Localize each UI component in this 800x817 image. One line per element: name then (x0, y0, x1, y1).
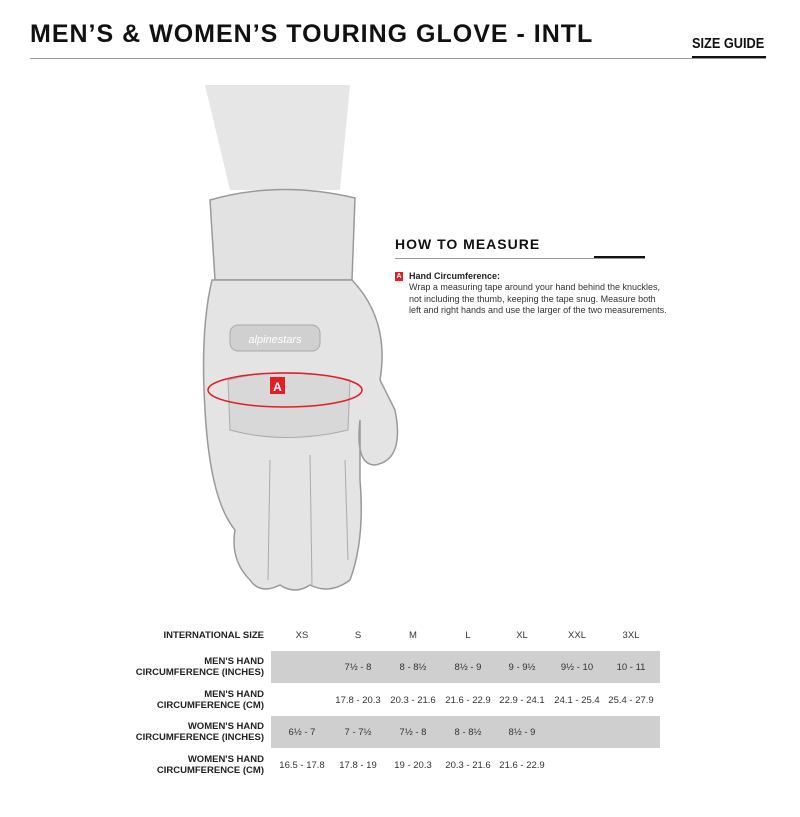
how-to-measure-accent-bar (594, 256, 645, 258)
header-label: INTERNATIONAL SIZE (163, 630, 264, 641)
table-cell: 25.4 - 27.9 (608, 695, 654, 706)
row-label-line-2: CIRCUMFERENCE (INCHES) (135, 667, 264, 678)
table-cell: 7½ - 8 (344, 662, 372, 673)
glove-cuff (209, 188, 356, 281)
measuring-tape (207, 372, 363, 408)
table-cell: 21.6 - 22.9 (499, 760, 545, 771)
size-header: M (409, 630, 417, 641)
row-label: MEN'S HAND CIRCUMFERENCE (INCHES) (136, 656, 264, 678)
row-label-line-1: WOMEN'S HAND (187, 754, 264, 765)
size-header: XS (295, 630, 309, 641)
finger-lines (267, 454, 349, 586)
table-cell: 16.5 - 17.8 (279, 760, 325, 771)
row-label: MEN'S HAND CIRCUMFERENCE (CM) (157, 689, 264, 711)
size-header: XL (516, 630, 528, 641)
size-header: XXL (568, 630, 586, 641)
marker-a-badge: A (395, 272, 403, 281)
table-cell: 20.3 - 21.6 (445, 760, 491, 771)
row-label-line-1: MEN'S HAND (204, 656, 264, 667)
table-cell: 17.8 - 19 (339, 760, 377, 771)
hand-circumference-title: Hand Circumference: (409, 271, 501, 281)
table-cell: 9 - 9½ (508, 662, 536, 673)
table-cell: 20.3 - 21.6 (390, 695, 436, 706)
table-cell: 10 - 11 (616, 662, 646, 673)
table-cell: 7½ - 8 (399, 727, 427, 738)
size-header: L (465, 630, 471, 641)
size-header: S (354, 630, 362, 641)
row-label-line-1: MEN'S HAND (204, 689, 264, 700)
table-cell: 8 - 8½ (399, 662, 427, 673)
row-label: WOMEN'S HAND CIRCUMFERENCE (CM) (157, 754, 264, 776)
table-cell: 21.6 - 22.9 (445, 695, 491, 706)
table-cell: 8½ - 9 (454, 662, 482, 673)
glove-illustration: alpinestars A (202, 85, 399, 591)
row-band (271, 651, 660, 683)
table-cell: 22.9 - 24.1 (499, 695, 545, 706)
header-divider (30, 58, 766, 59)
size-guide-label: SIZE GUIDE (692, 35, 765, 52)
how-to-measure-divider (395, 258, 645, 259)
table-cell: 6½ - 7 (288, 727, 316, 738)
row-label: WOMEN'S HAND CIRCUMFERENCE (INCHES) (136, 721, 264, 743)
size-header: 3XL (622, 630, 640, 641)
table-cell: 24.1 - 25.4 (554, 695, 600, 706)
marker-a-label: A (273, 380, 282, 394)
table-cell: 8 - 8½ (454, 727, 482, 738)
logo-text: alpinestars (248, 334, 302, 346)
table-cell: 17.8 - 20.3 (335, 695, 381, 706)
hand-circumference-text: Wrap a measuring tape around your hand b… (409, 282, 667, 315)
row-label-line-2: CIRCUMFERENCE (INCHES) (135, 732, 264, 743)
logo-patch (229, 324, 321, 352)
row-label-line-1: WOMEN'S HAND (187, 721, 264, 732)
row-band (271, 716, 660, 748)
table-cell: 7 - 7½ (344, 727, 372, 738)
table-cell: 9½ - 10 (560, 662, 594, 673)
table-cell: 8½ - 9 (508, 727, 536, 738)
size-guide-underline (692, 56, 766, 59)
how-to-measure-title: HOW TO MEASURE (395, 236, 541, 252)
table-cell: 19 - 20.3 (394, 760, 432, 771)
page-title: MEN’S & WOMEN’S TOURING GLOVE - INTL (30, 20, 594, 48)
row-label-line-2: CIRCUMFERENCE (CM) (156, 700, 264, 711)
row-label-line-2: CIRCUMFERENCE (CM) (156, 765, 264, 776)
forearm (205, 85, 350, 190)
marker-a-box (270, 377, 285, 394)
